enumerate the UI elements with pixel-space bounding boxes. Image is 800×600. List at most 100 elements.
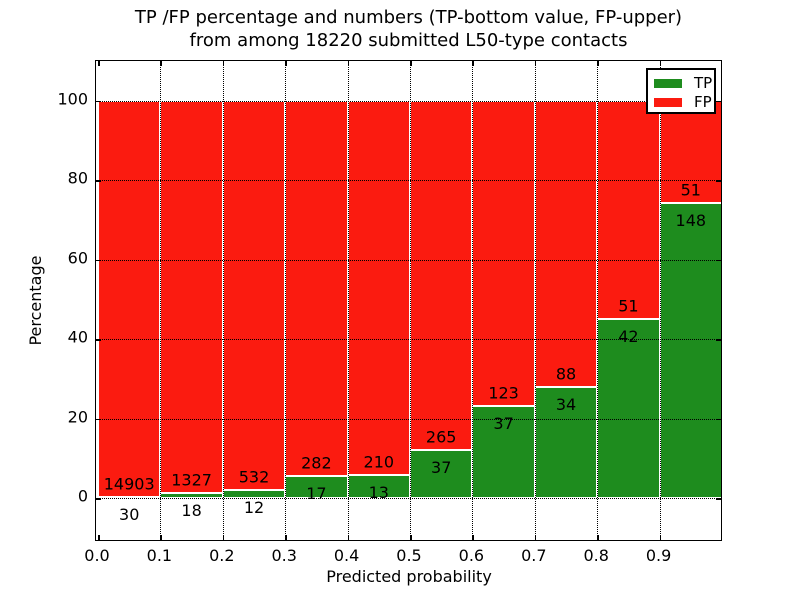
bar-segment-fp xyxy=(659,100,721,203)
legend-label: FP xyxy=(694,93,712,111)
gridline-vertical xyxy=(410,61,411,540)
y-tick-label: 80 xyxy=(67,168,88,188)
gridline-horizontal xyxy=(96,259,721,261)
legend-swatch-fp xyxy=(654,98,682,107)
fp-count-label: 51 xyxy=(618,296,639,316)
x-tick-bottom xyxy=(285,535,287,540)
tp-count-label: 34 xyxy=(555,395,577,415)
gridline-horizontal xyxy=(96,339,721,341)
y-tick-left xyxy=(96,180,101,182)
x-tick-label: 0.0 xyxy=(84,546,110,565)
legend-swatch-tp xyxy=(654,79,682,88)
y-tick-label: 60 xyxy=(67,248,88,268)
y-tick-right xyxy=(716,180,721,182)
bar-segment-fp xyxy=(222,100,286,490)
fp-count-label: 532 xyxy=(238,466,270,486)
y-tick-right xyxy=(716,418,721,421)
x-tick-top xyxy=(659,61,662,66)
bar-segment-tp xyxy=(534,387,598,499)
y-tick-left xyxy=(96,418,101,421)
gridline-horizontal xyxy=(96,498,721,500)
x-tick-bottom xyxy=(659,535,662,540)
legend-item: FP xyxy=(654,93,714,112)
x-tick-top xyxy=(410,61,412,66)
x-tick-label: 0.2 xyxy=(209,546,235,565)
gridline-horizontal xyxy=(96,180,721,182)
tp-count-label: 37 xyxy=(493,414,514,434)
x-axis-label: Predicted probability xyxy=(326,567,492,586)
bar-segment-tp xyxy=(597,318,660,499)
tp-count-label: 148 xyxy=(675,210,707,230)
x-tick-top xyxy=(472,61,474,66)
gridline-vertical xyxy=(534,61,536,540)
chart-title: TP /FP percentage and numbers (TP-bottom… xyxy=(95,6,722,52)
y-tick-right xyxy=(716,100,721,103)
gridline-vertical xyxy=(597,61,599,540)
legend: TP FP xyxy=(646,68,716,114)
gridline-vertical xyxy=(285,61,287,540)
bar-segment-fp xyxy=(472,100,535,407)
fp-count-label: 88 xyxy=(555,364,577,384)
fp-count-label: 123 xyxy=(488,383,519,403)
x-tick-bottom xyxy=(222,535,225,540)
x-tick-top xyxy=(534,61,537,66)
y-tick-left xyxy=(96,100,101,103)
bar-segment-fp xyxy=(160,100,223,493)
x-tick-top xyxy=(98,61,100,66)
y-tick-left xyxy=(96,498,101,500)
x-tick-top xyxy=(347,61,350,66)
bar-segment-tp xyxy=(472,406,535,499)
fp-count-label: 210 xyxy=(363,452,395,472)
y-tick-label: 100 xyxy=(57,89,88,109)
x-tick-label: 0.3 xyxy=(271,546,297,565)
tp-count-label: 12 xyxy=(243,497,265,517)
y-tick-right xyxy=(716,339,721,341)
y-axis-label: Percentage xyxy=(26,255,45,346)
x-tick-label: 0.9 xyxy=(645,546,672,565)
gridline-vertical xyxy=(347,61,349,540)
bar-segment-fp xyxy=(347,100,410,476)
y-tick-left xyxy=(96,259,101,262)
fp-count-label: 14903 xyxy=(103,474,155,494)
x-tick-bottom xyxy=(347,535,350,540)
x-tick-top xyxy=(160,61,162,66)
plot-inner: 14903 30 1327 18 532 12 282 17 210 13 265 37 123 37 88… xyxy=(96,61,721,540)
plot-area: 14903 30 1327 18 532 12 282 17 210 13 265 37 123 37 88… xyxy=(95,60,722,541)
y-tick-right xyxy=(716,498,721,500)
tp-count-label: 30 xyxy=(119,505,140,525)
bar-segment-fp xyxy=(410,100,473,450)
x-tick-bottom xyxy=(597,535,599,540)
tp-count-label: 17 xyxy=(306,483,327,503)
x-tick-label: 0.7 xyxy=(521,546,547,565)
tp-count-label: 37 xyxy=(431,457,452,477)
y-tick-label: 20 xyxy=(67,407,88,427)
gridline-vertical xyxy=(160,61,162,540)
x-tick-top xyxy=(285,61,287,66)
bar-segment-fp xyxy=(534,100,598,388)
x-tick-bottom xyxy=(472,535,474,540)
y-tick-left xyxy=(96,339,101,341)
legend-label: TP xyxy=(694,74,713,92)
x-tick-label: 0.8 xyxy=(583,546,609,565)
fp-count-label: 51 xyxy=(680,180,701,200)
x-tick-top xyxy=(597,61,599,66)
tp-count-label: 18 xyxy=(181,500,202,520)
gridline-vertical xyxy=(222,61,224,540)
fp-count-label: 1327 xyxy=(171,470,212,490)
fp-count-label: 282 xyxy=(301,453,332,473)
gridline-horizontal xyxy=(96,100,721,102)
x-tick-label: 0.1 xyxy=(146,546,173,565)
gridline-horizontal xyxy=(96,418,721,420)
gridline-vertical xyxy=(472,61,474,540)
x-tick-label: 0.5 xyxy=(396,546,422,565)
x-tick-bottom xyxy=(160,535,162,540)
chart-title-line1: TP /FP percentage and numbers (TP-bottom… xyxy=(134,7,683,28)
x-tick-bottom xyxy=(98,535,100,540)
y-tick-label: 40 xyxy=(67,327,88,347)
x-tick-bottom xyxy=(534,535,537,540)
legend-item: TP xyxy=(654,74,714,93)
x-tick-label: 0.6 xyxy=(458,546,485,565)
tp-count-label: 42 xyxy=(618,326,639,346)
bar-segment-fp xyxy=(597,100,660,319)
